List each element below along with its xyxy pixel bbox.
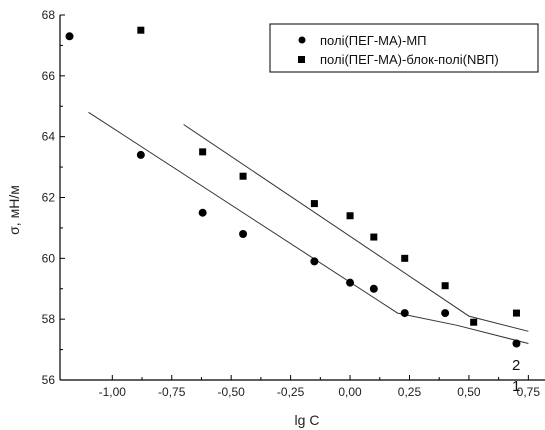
legend-label-series-1: полі(ПЕГ-МА)-МП: [320, 33, 427, 48]
data-point-series-1: [198, 208, 207, 217]
legend-marker-circle: [298, 36, 306, 44]
y-tick-label: 58: [42, 312, 56, 326]
x-tick-label: 0,50: [457, 385, 481, 399]
y-axis-title: σ, мН/м: [6, 185, 22, 235]
data-points: [65, 26, 521, 348]
data-point-series-2: [199, 148, 207, 156]
x-tick-label: 0,75: [517, 385, 541, 399]
curve-label-1: 1: [512, 378, 520, 395]
x-tick-label: -1,00: [99, 385, 127, 399]
data-point-series-2: [512, 309, 520, 317]
x-tick-label: 0,00: [338, 385, 362, 399]
legend: полі(ПЕГ-МА)-МП полі(ПЕГ-МА)-блок-полі(N…: [269, 23, 539, 73]
legend-marker-square: [298, 56, 305, 63]
y-tick-label: 60: [42, 251, 56, 265]
x-tick-label: -0,25: [277, 385, 305, 399]
data-point-series-2: [441, 282, 449, 290]
data-point-series-2: [401, 254, 409, 262]
data-point-series-1: [310, 257, 319, 266]
x-tick-label: 0,25: [398, 385, 422, 399]
curve-label-2: 2: [512, 357, 520, 374]
data-point-series-2: [346, 212, 354, 220]
fit-line-2: [183, 124, 529, 332]
axes: 56 58 60 62 64 66 68 -1,00 -0,75 -0,50 -0,25 0,00 0,…: [42, 8, 545, 399]
fit-line-1: [88, 111, 529, 344]
data-point-series-1: [400, 309, 409, 318]
y-tick-label: 68: [42, 8, 56, 22]
data-point-series-1: [369, 284, 378, 293]
y-tick-label: 66: [42, 69, 56, 83]
data-point-series-1: [441, 309, 450, 318]
data-point-series-2: [370, 233, 378, 241]
data-point-series-1: [346, 278, 355, 287]
x-tick-label: -0,50: [217, 385, 245, 399]
data-point-series-1: [65, 32, 74, 41]
x-tick-label: -0,75: [158, 385, 186, 399]
fit-lines: [88, 111, 529, 344]
y-tick-label: 64: [42, 130, 56, 144]
data-point-series-1: [512, 339, 521, 348]
y-tick-label: 56: [42, 373, 56, 387]
y-tick-label: 62: [42, 191, 56, 205]
data-point-series-2: [310, 200, 318, 208]
data-point-series-2: [137, 26, 145, 34]
data-point-series-2: [239, 172, 247, 180]
legend-box: [269, 23, 539, 73]
legend-label-series-2: полі(ПЕГ-МА)-блок-полі(NВП): [320, 52, 499, 67]
data-point-series-1: [136, 150, 145, 159]
data-point-series-1: [239, 230, 248, 238]
x-axis-title: lg C: [295, 412, 320, 428]
data-point-series-2: [470, 318, 478, 326]
